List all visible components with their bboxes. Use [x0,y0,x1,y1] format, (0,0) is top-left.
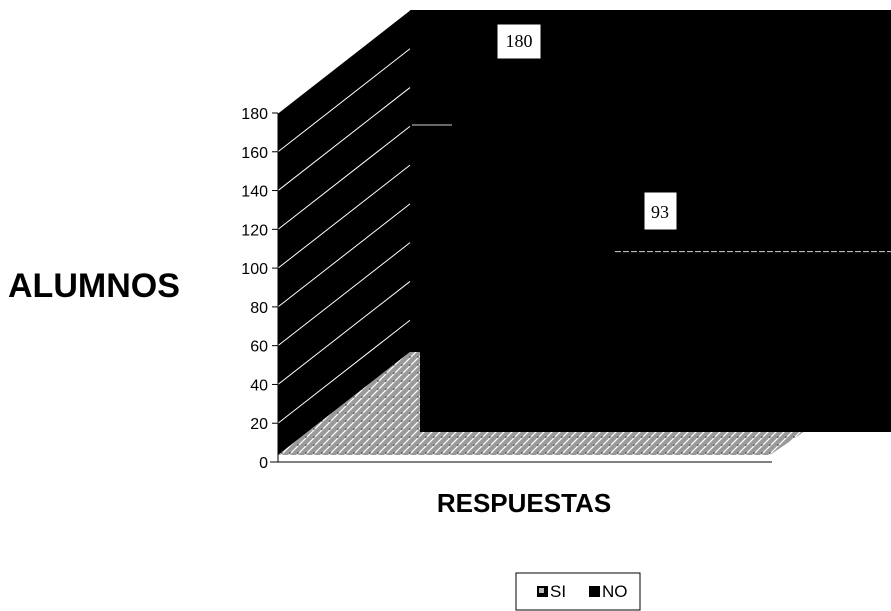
y-tick-label: 160 [241,145,268,162]
y-tick-label: 120 [241,222,268,239]
side-wall [278,10,410,455]
x-axis-title: RESPUESTAS [437,488,611,518]
y-tick-label: 100 [241,261,268,278]
y-tick-label: 40 [250,377,268,394]
side-gridline [277,242,411,347]
legend-box [515,572,641,611]
side-wall-gridlines [277,9,411,424]
side-gridline [277,9,411,114]
side-gridline [277,87,411,191]
bar-no [615,251,891,432]
legend-label-no: NO [602,582,628,601]
legend-label-si: SI [550,582,566,601]
side-gridline [277,281,411,385]
y-tick-label: 0 [259,455,268,472]
side-gridline [277,164,411,269]
legend-swatch-si-mark [539,588,544,593]
data-label-si: 180 [496,23,542,60]
y-axis-title: ALUMNOS [8,267,180,305]
y-tick-label: 60 [250,339,268,356]
y-tick-label: 140 [241,184,268,201]
data-label-no: 93 [643,191,678,231]
side-gridline [277,319,411,424]
y-tick-label: 20 [250,416,268,433]
data-label-no-text: 93 [651,202,669,222]
side-gridline [277,125,411,230]
legend: SI NO [515,572,641,611]
side-gridline [277,48,411,153]
legend-swatch-no [589,586,600,597]
data-label-si-text: 180 [506,31,533,51]
y-tick-label: 180 [241,106,268,123]
y-tick-label: 80 [250,300,268,317]
side-gridline [277,203,411,308]
